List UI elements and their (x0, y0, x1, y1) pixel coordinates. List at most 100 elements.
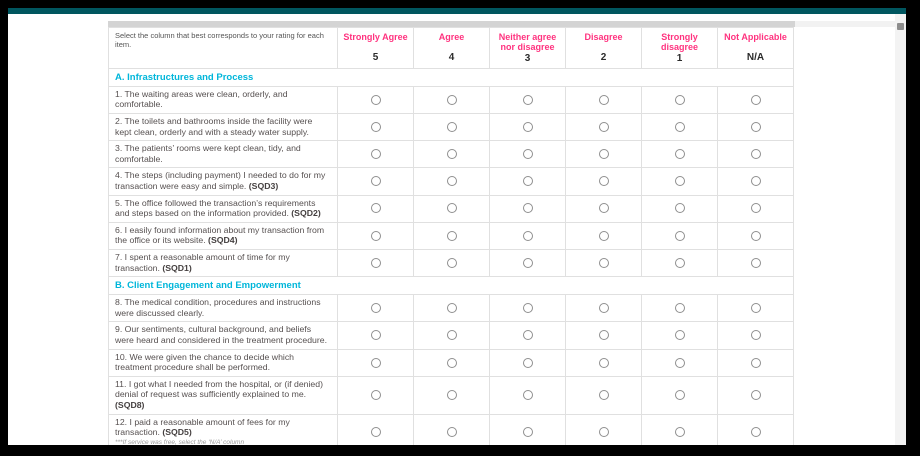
column-value: 5 (372, 52, 379, 63)
column-value: 2 (600, 52, 607, 63)
radio-button-unselected[interactable] (674, 203, 685, 214)
radio-button-unselected[interactable] (598, 303, 609, 314)
column-header-strongly-agree: Strongly Agree 5 (337, 27, 414, 69)
column-label: Neither agree nor disagree (498, 32, 557, 53)
radio-cell-disagree (565, 321, 642, 350)
radio-button-unselected[interactable] (750, 203, 761, 214)
vertical-scrollbar[interactable] (895, 14, 906, 445)
radio-button-unselected[interactable] (674, 257, 685, 268)
radio-cell-neither-agree-nor-disagree (489, 221, 566, 251)
radio-button-unselected[interactable] (598, 390, 609, 401)
radio-button-unselected[interactable] (446, 203, 457, 214)
radio-button-unselected[interactable] (598, 330, 609, 341)
radio-button-unselected[interactable] (522, 303, 533, 314)
radio-button-unselected[interactable] (522, 94, 533, 105)
radio-button-unselected[interactable] (446, 427, 457, 438)
radio-button-unselected[interactable] (750, 357, 761, 368)
radio-button-unselected[interactable] (522, 427, 533, 438)
radio-button-unselected[interactable] (598, 203, 609, 214)
radio-button-unselected[interactable] (522, 230, 533, 241)
table-row: 4. The steps (including payment) I neede… (108, 167, 794, 196)
column-label: Disagree (584, 32, 623, 42)
column-header-neither-agree-nor-disagree: Neither agree nor disagree 3 (489, 27, 566, 69)
radio-button-unselected[interactable] (750, 330, 761, 341)
radio-cell-disagree (565, 194, 642, 223)
radio-button-unselected[interactable] (370, 203, 381, 214)
radio-button-unselected[interactable] (750, 176, 761, 187)
radio-cell-neither-agree-nor-disagree (489, 140, 566, 169)
radio-button-unselected[interactable] (446, 303, 457, 314)
radio-cell-not-applicable (717, 348, 794, 377)
radio-button-unselected[interactable] (370, 94, 381, 105)
radio-button-unselected[interactable] (598, 427, 609, 438)
radio-button-unselected[interactable] (522, 203, 533, 214)
column-label: Strongly disagree (660, 32, 699, 53)
radio-cell-agree (413, 375, 490, 415)
radio-button-unselected[interactable] (750, 230, 761, 241)
radio-button-unselected[interactable] (598, 230, 609, 241)
radio-button-unselected[interactable] (750, 149, 761, 159)
radio-cell-strongly-agree (337, 112, 414, 142)
radio-button-unselected[interactable] (522, 176, 533, 187)
radio-cell-strongly-agree (337, 140, 414, 169)
radio-button-unselected[interactable] (446, 390, 457, 401)
radio-button-unselected[interactable] (674, 357, 685, 368)
radio-button-unselected[interactable] (598, 94, 609, 105)
radio-button-unselected[interactable] (370, 230, 381, 241)
radio-button-unselected[interactable] (674, 330, 685, 341)
horizontal-scrollbar[interactable] (108, 21, 895, 27)
radio-button-unselected[interactable] (598, 149, 609, 159)
radio-button-unselected[interactable] (674, 427, 685, 438)
radio-cell-strongly-agree (337, 248, 414, 278)
radio-button-unselected[interactable] (446, 357, 457, 368)
radio-button-unselected[interactable] (370, 257, 381, 268)
vertical-scrollbar-thumb[interactable] (897, 23, 904, 30)
radio-button-unselected[interactable] (446, 176, 457, 187)
radio-button-unselected[interactable] (674, 390, 685, 401)
radio-button-unselected[interactable] (750, 390, 761, 401)
radio-button-unselected[interactable] (750, 303, 761, 314)
radio-button-unselected[interactable] (522, 330, 533, 341)
radio-button-unselected[interactable] (522, 121, 533, 132)
radio-button-unselected[interactable] (446, 257, 457, 268)
radio-button-unselected[interactable] (750, 257, 761, 268)
radio-button-unselected[interactable] (598, 121, 609, 132)
radio-button-unselected[interactable] (522, 390, 533, 401)
radio-button-unselected[interactable] (598, 257, 609, 268)
radio-button-unselected[interactable] (522, 149, 533, 159)
radio-button-unselected[interactable] (446, 94, 457, 105)
radio-cell-agree (413, 167, 490, 196)
radio-button-unselected[interactable] (750, 94, 761, 105)
radio-button-unselected[interactable] (674, 94, 685, 105)
radio-button-unselected[interactable] (370, 357, 381, 368)
radio-button-unselected[interactable] (598, 176, 609, 187)
table-row: 2. The toilets and bathrooms inside the … (108, 112, 794, 142)
radio-button-unselected[interactable] (370, 149, 381, 159)
radio-button-unselected[interactable] (446, 121, 457, 132)
radio-button-unselected[interactable] (370, 303, 381, 314)
radio-button-unselected[interactable] (674, 121, 685, 132)
radio-button-unselected[interactable] (446, 149, 457, 159)
radio-button-unselected[interactable] (370, 176, 381, 187)
radio-button-unselected[interactable] (370, 121, 381, 132)
radio-button-unselected[interactable] (674, 230, 685, 241)
radio-cell-strongly-disagree (641, 294, 718, 323)
radio-button-unselected[interactable] (446, 330, 457, 341)
radio-button-unselected[interactable] (522, 357, 533, 368)
horizontal-scrollbar-thumb[interactable] (108, 21, 795, 27)
radio-button-unselected[interactable] (598, 357, 609, 368)
radio-cell-strongly-agree (337, 167, 414, 196)
radio-button-unselected[interactable] (750, 121, 761, 132)
radio-button-unselected[interactable] (522, 257, 533, 268)
radio-button-unselected[interactable] (446, 230, 457, 241)
radio-button-unselected[interactable] (674, 303, 685, 314)
radio-button-unselected[interactable] (370, 427, 381, 438)
radio-cell-strongly-agree (337, 294, 414, 323)
grid-instruction-cell: Select the column that best corresponds … (108, 27, 338, 69)
radio-cell-not-applicable (717, 194, 794, 223)
radio-button-unselected[interactable] (750, 427, 761, 438)
radio-button-unselected[interactable] (370, 330, 381, 341)
radio-button-unselected[interactable] (674, 176, 685, 187)
radio-button-unselected[interactable] (370, 390, 381, 401)
radio-button-unselected[interactable] (674, 149, 685, 159)
